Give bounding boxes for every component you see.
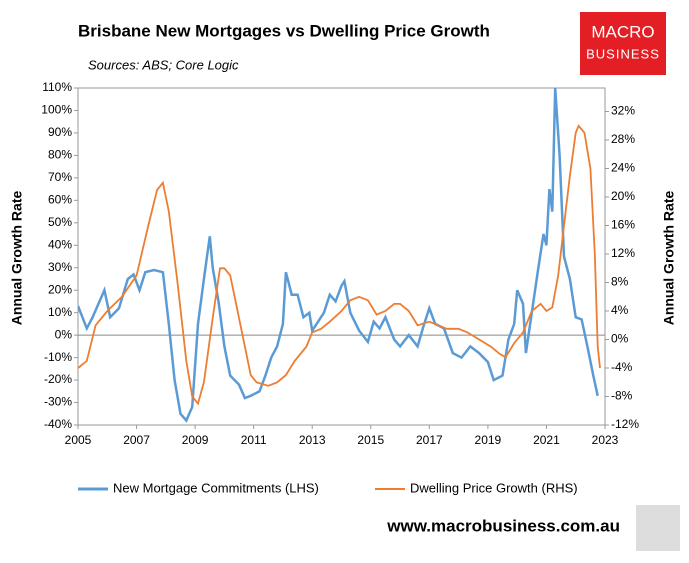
x-tick-label: 2011: [241, 433, 267, 447]
series-line: [78, 88, 599, 423]
y-tick-label: 20%: [48, 282, 72, 296]
y-tick-label: -40%: [44, 417, 72, 431]
plot-frame: [77, 87, 606, 426]
y2-tick-label: 8%: [611, 275, 629, 289]
y2-axis-label: Annual Growth Rate: [661, 191, 677, 326]
series-line: [78, 124, 601, 406]
y2-tick-label: 20%: [611, 189, 635, 203]
y2-tick-label: -8%: [611, 389, 633, 403]
logo-box: [580, 12, 666, 75]
y-tick-label: 50%: [48, 215, 72, 229]
y2-tick-label: 16%: [611, 218, 635, 232]
x-tick-label: 2005: [65, 433, 92, 447]
x-tick-label: 2013: [299, 433, 326, 447]
legend-label: New Mortgage Commitments (LHS): [113, 480, 319, 495]
y2-tick-label: -12%: [611, 417, 639, 431]
chart-title: Brisbane New Mortgages vs Dwelling Price…: [78, 21, 490, 40]
chart-subtitle: Sources: ABS; Core Logic: [88, 57, 239, 72]
y-tick-label: -30%: [44, 395, 72, 409]
y2-tick-label: 4%: [611, 303, 629, 317]
y2-tick-label: 24%: [611, 161, 635, 175]
x-tick-label: 2021: [533, 433, 560, 447]
y-tick-label: 30%: [48, 260, 72, 274]
y-tick-label: 70%: [48, 170, 72, 184]
x-tick-label: 2007: [123, 433, 150, 447]
y-tick-label: -10%: [44, 350, 72, 364]
y-tick-label: 0%: [55, 327, 73, 341]
x-tick-label: 2019: [475, 433, 502, 447]
y-tick-label: 110%: [42, 80, 72, 94]
y-tick-label: 90%: [48, 125, 72, 139]
y2-tick-label: 12%: [611, 246, 635, 260]
x-tick-label: 2009: [182, 433, 209, 447]
y-axis-label: Annual Growth Rate: [9, 191, 25, 326]
logo-icon: [636, 505, 680, 551]
y-tick-label: 40%: [48, 237, 72, 251]
y2-tick-label: 32%: [611, 104, 635, 118]
y2-tick-label: -4%: [611, 360, 633, 374]
y2-tick-label: 0%: [611, 332, 629, 346]
y-tick-label: 10%: [48, 305, 72, 319]
logo-text: BUSINESS: [586, 46, 660, 61]
y-tick-label: 60%: [48, 193, 72, 207]
y-tick-label: 80%: [48, 148, 72, 162]
x-tick-label: 2015: [357, 433, 384, 447]
footer: www.macrobusiness.com.au: [386, 516, 620, 535]
y-tick-label: 100%: [41, 103, 72, 117]
x-tick-label: 2017: [416, 433, 443, 447]
logo-text: MACRO: [591, 22, 654, 41]
x-tick-label: 2023: [592, 433, 619, 447]
legend-label: Dwelling Price Growth (RHS): [410, 480, 578, 495]
y2-tick-label: 28%: [611, 132, 635, 146]
y-tick-label: -20%: [44, 372, 72, 386]
